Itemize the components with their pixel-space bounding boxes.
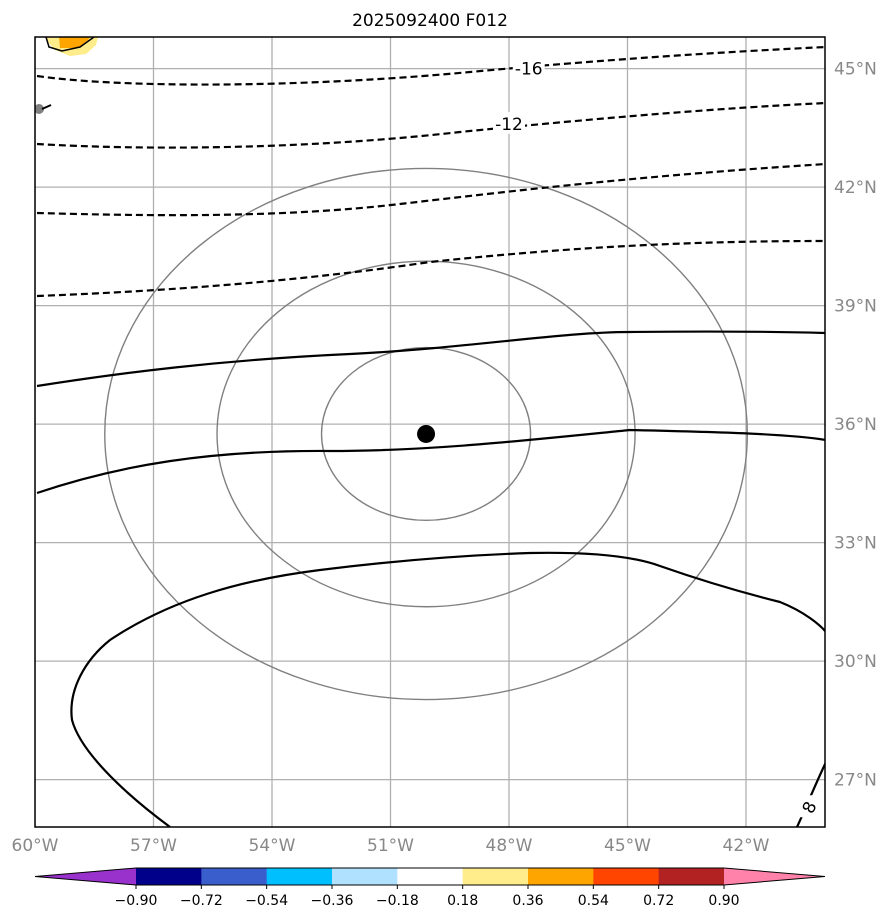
isoline-minus-8 <box>36 162 825 217</box>
colorbar-tick-label: 0.36 <box>512 893 543 909</box>
range-ring <box>216 260 636 608</box>
colorbar-tick-label: −0.36 <box>311 893 354 909</box>
colorbar-segment <box>266 868 333 885</box>
colorbar-segment <box>397 868 464 885</box>
contour-label-bg <box>793 795 825 818</box>
isoline-minus-4 <box>36 239 825 298</box>
colorbar-tick-label: 0.72 <box>643 893 674 909</box>
grey-marker <box>35 104 44 114</box>
colorbar-tick-label: 0.90 <box>708 893 739 909</box>
map-area: -16-128 <box>35 37 825 827</box>
grey-marker-tick <box>41 104 52 110</box>
colorbar-tick-label: −0.72 <box>180 893 223 909</box>
contour-label: -12 <box>495 115 523 135</box>
contour-label: -16 <box>515 60 543 80</box>
colorbar-segment <box>136 868 202 885</box>
colorbar-tick-label: −0.54 <box>245 893 288 909</box>
colorbar-tick-label: 0.18 <box>447 893 478 909</box>
colorbar-tick-label: 0.54 <box>578 893 609 909</box>
isoline-minus-12 <box>36 101 825 149</box>
x-tick-label: 51°W <box>367 836 414 856</box>
y-tick-label: 42°N <box>834 178 877 198</box>
isoline-minus-16 <box>36 45 825 86</box>
x-tick-label: 45°W <box>604 836 651 856</box>
anomaly-patch-contour <box>45 37 95 52</box>
colorbar-tick-label: −0.18 <box>376 893 419 909</box>
x-tick-label: 57°W <box>130 836 177 856</box>
colorbar-tick-label: −0.90 <box>115 893 158 909</box>
colorbar-extend-low <box>35 868 136 885</box>
colorbar-extend-high <box>724 868 825 885</box>
colorbar-segment <box>528 868 594 885</box>
colorbar-segment <box>201 868 268 885</box>
isoline-0 <box>36 330 825 388</box>
colorbar-segment <box>332 868 398 885</box>
y-tick-label: 36°N <box>834 415 877 435</box>
y-tick-label: 33°N <box>834 534 877 554</box>
x-tick-label: 60°W <box>12 836 59 856</box>
y-tick-labels: 45°N 42°N 39°N 36°N 33°N 30°N 27°N <box>834 60 877 791</box>
map-frame <box>34 36 826 828</box>
contour-label-bg <box>512 56 545 79</box>
y-tick-label: 45°N <box>834 60 877 80</box>
x-tick-label: 54°W <box>249 836 296 856</box>
isoline-8 <box>70 551 825 827</box>
x-tick-labels: 60°W 57°W 54°W 51°W 48°W 45°W 42°W <box>12 836 770 856</box>
y-tick-label: 27°N <box>834 771 877 791</box>
contour-label-bg <box>493 111 525 134</box>
x-tick-label: 42°W <box>723 836 770 856</box>
contour-labels: -16-128 <box>493 56 825 818</box>
x-tick-label: 48°W <box>486 836 533 856</box>
colorbar-segment <box>462 868 529 885</box>
colorbar-segment <box>658 868 725 885</box>
graticule <box>35 37 825 827</box>
chart-title: 2025092400 F012 <box>352 11 508 31</box>
storm-center-marker <box>417 424 436 443</box>
colorbar-segment <box>593 868 660 885</box>
y-tick-label: 30°N <box>834 652 877 672</box>
isoline-4 <box>36 428 825 495</box>
colorbar: −0.90 −0.72 −0.54 −0.36 −0.18 0.18 0.36 0.54 0.7… <box>34 867 826 909</box>
anomaly-patch-inner <box>59 37 90 48</box>
y-tick-label: 39°N <box>834 297 877 317</box>
